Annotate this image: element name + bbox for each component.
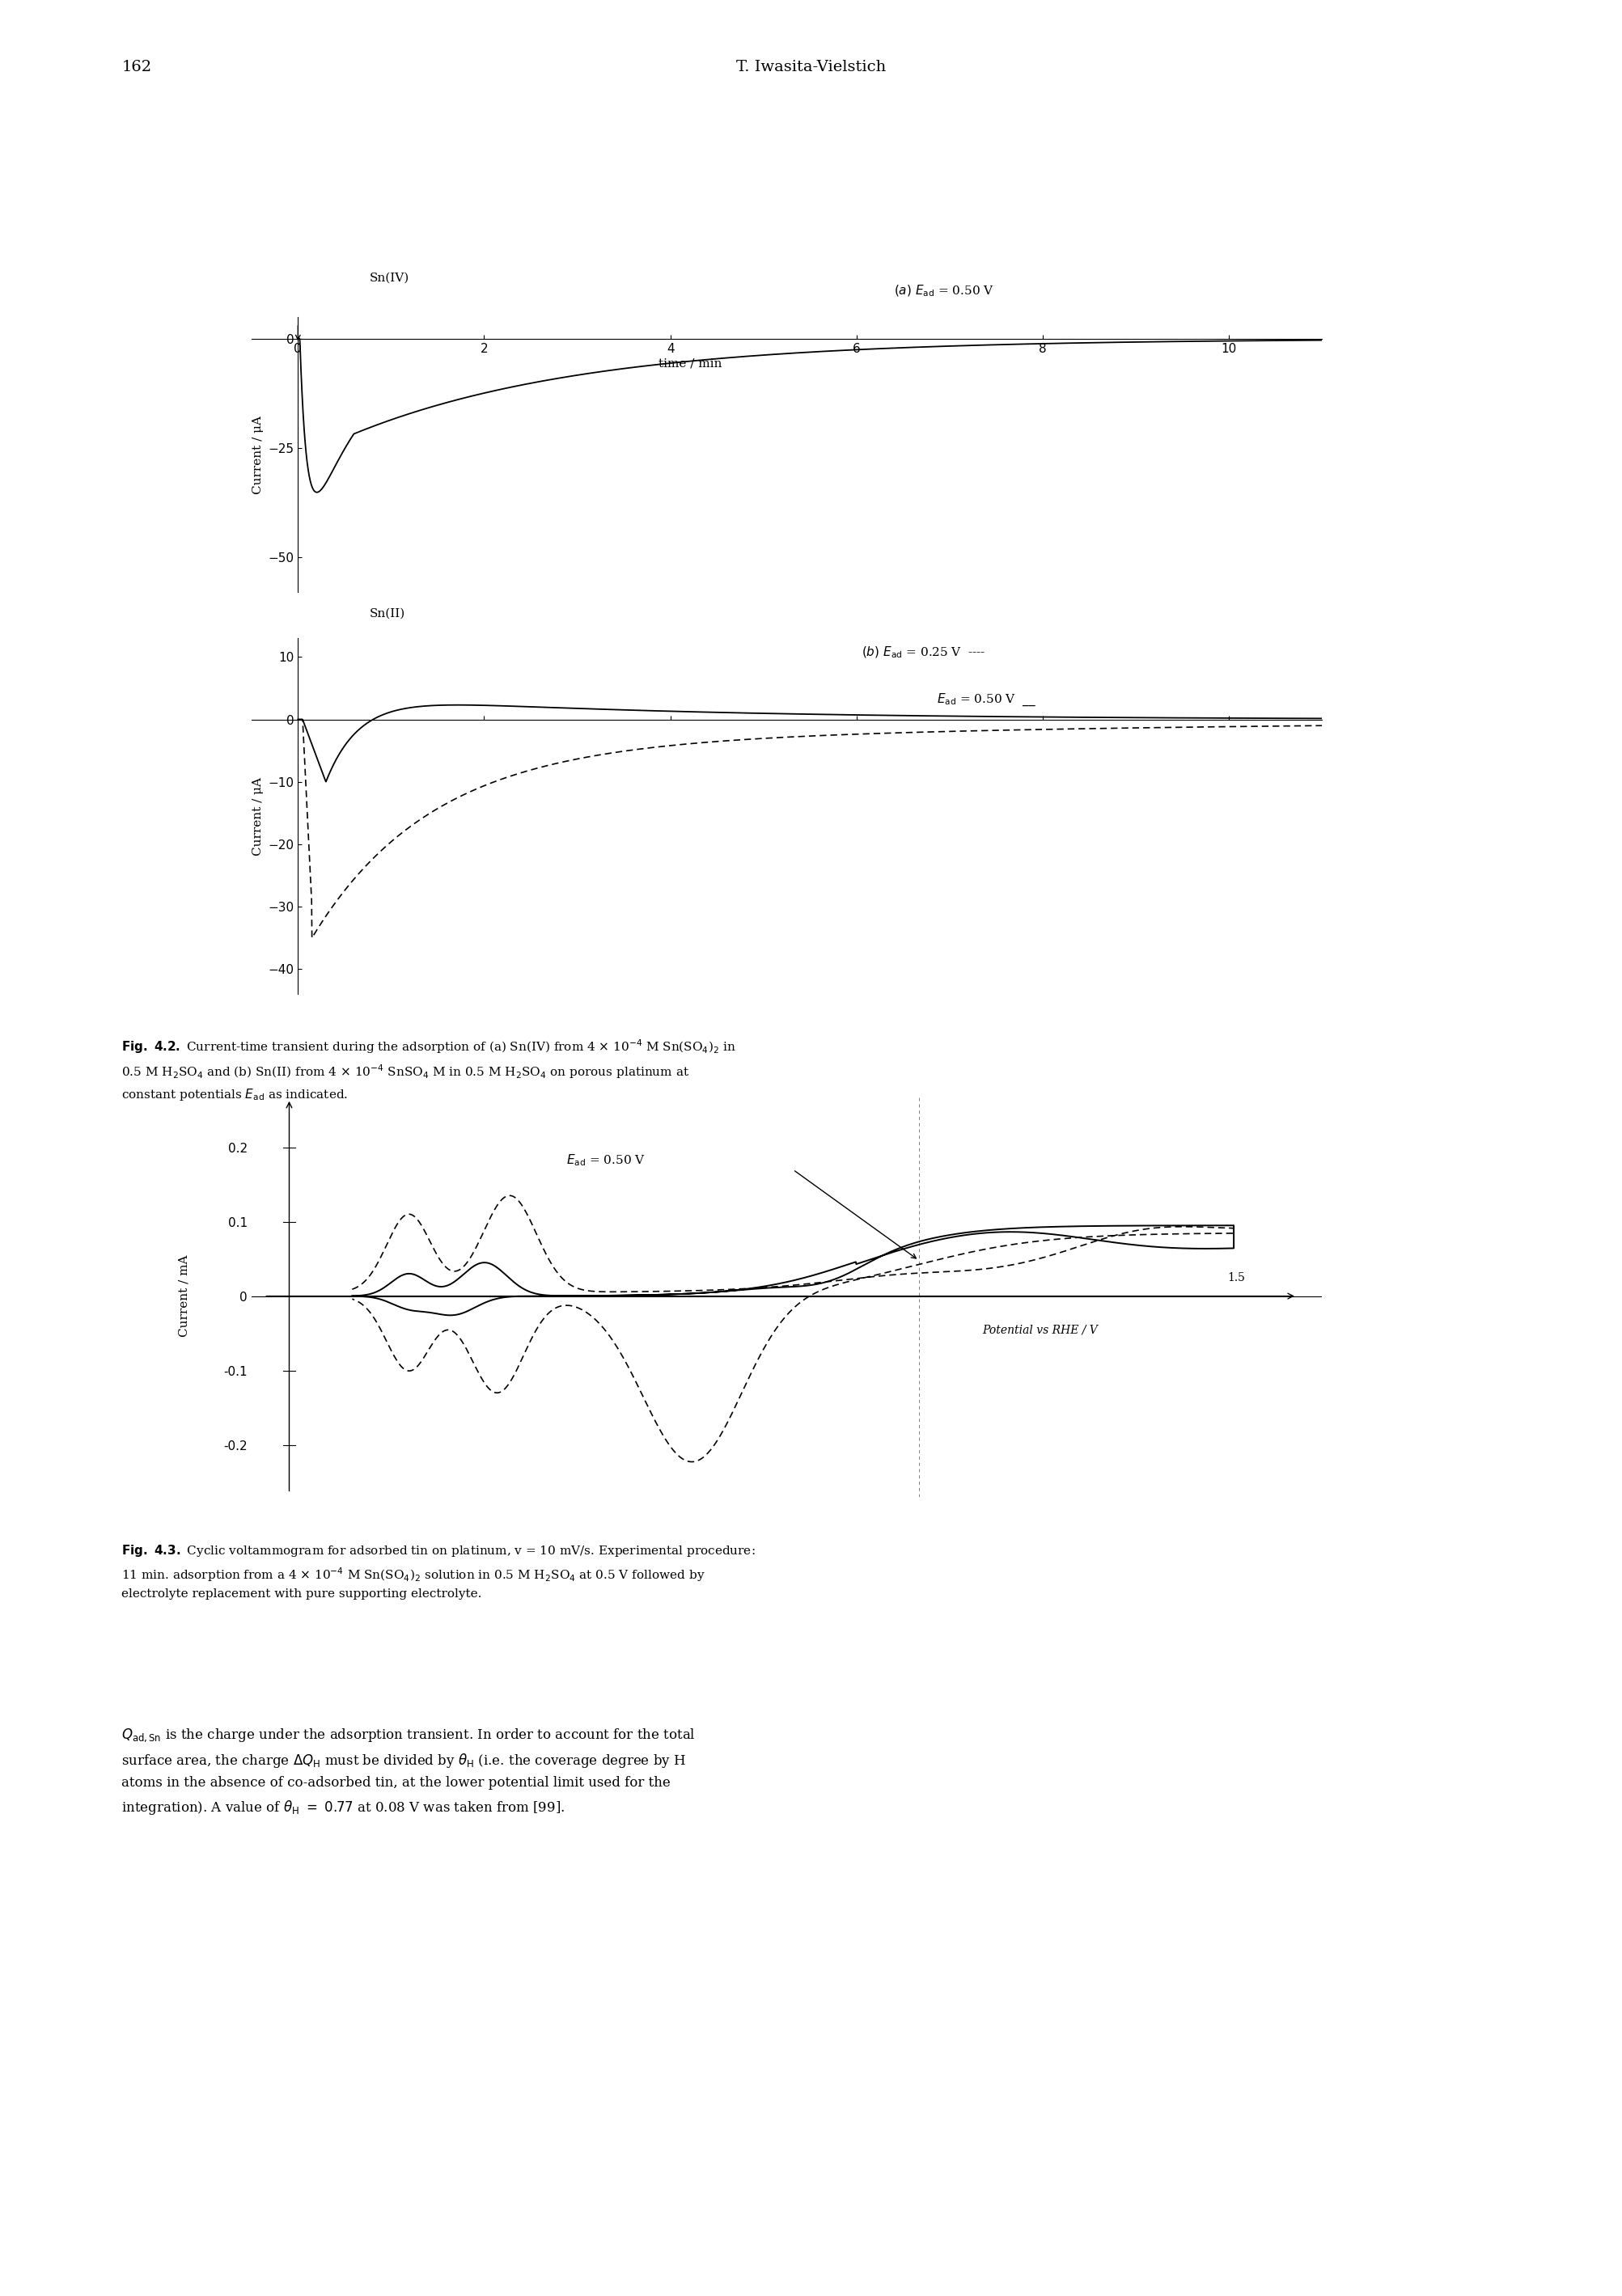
- Text: $\bf{Fig.\ 4.2.}$ Current-time transient during the adsorption of (a) Sn(IV) fro: $\bf{Fig.\ 4.2.}$ Current-time transient…: [122, 1038, 736, 1102]
- Text: Potential vs RHE / V: Potential vs RHE / V: [981, 1325, 1098, 1336]
- Text: $E_{\rm ad}$ = 0.50 V: $E_{\rm ad}$ = 0.50 V: [566, 1153, 646, 1166]
- Text: $Q_{\rm ad,Sn}$ is the charge under the adsorption transient. In order to accoun: $Q_{\rm ad,Sn}$ is the charge under the …: [122, 1727, 696, 1816]
- Text: $(b)$ $E_{\rm ad}$ = 0.25 V  ----: $(b)$ $E_{\rm ad}$ = 0.25 V ----: [861, 645, 986, 659]
- Text: Sn(IV): Sn(IV): [370, 273, 409, 282]
- Text: 162: 162: [122, 60, 152, 73]
- Text: T. Iwasita-Vielstich: T. Iwasita-Vielstich: [736, 60, 886, 73]
- Y-axis label: Current / μA: Current / μA: [251, 776, 263, 856]
- Y-axis label: Current / mA: Current / mA: [178, 1256, 190, 1336]
- Text: time / min: time / min: [659, 358, 722, 370]
- Text: $(a)$ $E_{\rm ad}$ = 0.50 V: $(a)$ $E_{\rm ad}$ = 0.50 V: [894, 285, 994, 298]
- Y-axis label: Current / μA: Current / μA: [253, 416, 264, 494]
- Text: $\bf{Fig.\ 4.3.}$ Cyclic voltammogram for adsorbed tin on platinum, v = 10 mV/s.: $\bf{Fig.\ 4.3.}$ Cyclic voltammogram fo…: [122, 1543, 756, 1600]
- Text: 1.5: 1.5: [1228, 1272, 1246, 1283]
- Text: $E_{\rm ad}$ = 0.50 V  $\_\_$: $E_{\rm ad}$ = 0.50 V $\_\_$: [936, 691, 1036, 707]
- Text: Sn(II): Sn(II): [370, 608, 406, 620]
